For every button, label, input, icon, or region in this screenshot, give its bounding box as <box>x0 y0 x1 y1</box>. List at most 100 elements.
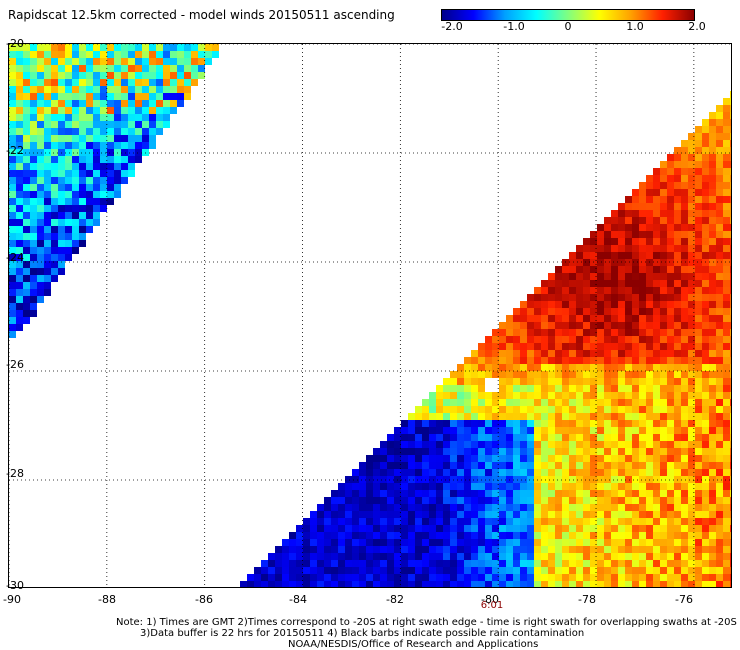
wind-cell <box>380 553 387 560</box>
wind-cell <box>632 462 639 469</box>
wind-cell <box>583 259 590 266</box>
wind-cell <box>625 224 632 231</box>
wind-cell <box>660 413 667 420</box>
wind-cell <box>730 413 731 420</box>
wind-cell <box>716 574 723 581</box>
wind-cell <box>513 581 520 587</box>
wind-cell <box>380 532 387 539</box>
wind-cell <box>653 371 660 378</box>
wind-cell <box>338 581 345 587</box>
wind-cell <box>65 184 72 191</box>
wind-cell <box>730 175 731 182</box>
wind-cell <box>618 581 625 587</box>
wind-cell <box>548 371 555 378</box>
wind-cell <box>527 441 534 448</box>
wind-cell <box>555 532 562 539</box>
wind-cell <box>415 567 422 574</box>
wind-cell <box>506 427 513 434</box>
wind-cell <box>142 100 149 107</box>
wind-cell <box>562 343 569 350</box>
wind-cell <box>338 532 345 539</box>
wind-cell <box>716 189 723 196</box>
wind-cell <box>37 296 44 303</box>
wind-cell <box>317 532 324 539</box>
wind-cell <box>660 203 667 210</box>
wind-cell <box>639 441 646 448</box>
wind-cell <box>65 156 72 163</box>
wind-cell <box>730 371 731 378</box>
wind-cell <box>534 350 541 357</box>
wind-cell <box>674 476 681 483</box>
wind-cell <box>429 532 436 539</box>
wind-cell <box>653 399 660 406</box>
wind-cell <box>667 469 674 476</box>
wind-cell <box>730 322 731 329</box>
wind-cell <box>443 406 450 413</box>
wind-cell <box>184 93 191 100</box>
wind-cell <box>625 469 632 476</box>
wind-cell <box>65 142 72 149</box>
wind-cell <box>667 560 674 567</box>
wind-cell <box>394 483 401 490</box>
wind-cell <box>156 121 163 128</box>
wind-cell <box>30 205 37 212</box>
wind-cell <box>681 420 688 427</box>
wind-cell <box>569 371 576 378</box>
wind-cell <box>709 504 716 511</box>
wind-cell <box>387 567 394 574</box>
wind-cell <box>646 364 653 371</box>
wind-cell <box>618 252 625 259</box>
wind-cell <box>37 135 44 142</box>
wind-cell <box>345 567 352 574</box>
wind-cell <box>604 357 611 364</box>
wind-cell <box>660 546 667 553</box>
wind-cell <box>534 581 541 587</box>
wind-cell <box>37 233 44 240</box>
wind-cell <box>681 574 688 581</box>
wind-cell <box>653 434 660 441</box>
wind-cell <box>618 560 625 567</box>
wind-cell <box>9 72 16 79</box>
wind-cell <box>548 518 555 525</box>
wind-cell <box>177 86 184 93</box>
wind-cell <box>646 322 653 329</box>
wind-cell <box>170 86 177 93</box>
wind-cell <box>499 357 506 364</box>
wind-cell <box>681 287 688 294</box>
wind-cell <box>534 301 541 308</box>
wind-cell <box>723 567 730 574</box>
wind-cell <box>667 161 674 168</box>
wind-cell <box>450 560 457 567</box>
wind-cell <box>534 406 541 413</box>
wind-cell <box>597 427 604 434</box>
wind-cell <box>646 574 653 581</box>
wind-cell <box>415 455 422 462</box>
wind-cell <box>618 448 625 455</box>
wind-cell <box>492 560 499 567</box>
wind-cell <box>618 336 625 343</box>
wind-cell <box>625 476 632 483</box>
wind-cell <box>387 455 394 462</box>
wind-cell <box>646 476 653 483</box>
wind-cell <box>485 483 492 490</box>
wind-cell <box>478 553 485 560</box>
wind-cell <box>23 44 30 51</box>
wind-cell <box>569 280 576 287</box>
wind-cell <box>723 133 730 140</box>
wind-cell <box>72 51 79 58</box>
wind-cell <box>478 525 485 532</box>
wind-cell <box>590 350 597 357</box>
wind-cell <box>688 441 695 448</box>
wind-cell <box>590 287 597 294</box>
wind-cell <box>380 560 387 567</box>
wind-cell <box>506 413 513 420</box>
wind-cell <box>625 434 632 441</box>
wind-cell <box>667 259 674 266</box>
wind-cell <box>667 357 674 364</box>
wind-cell <box>415 581 422 587</box>
wind-cell <box>527 546 534 553</box>
wind-cell <box>681 259 688 266</box>
wind-cell <box>653 455 660 462</box>
wind-cell <box>79 198 86 205</box>
wind-cell <box>646 434 653 441</box>
